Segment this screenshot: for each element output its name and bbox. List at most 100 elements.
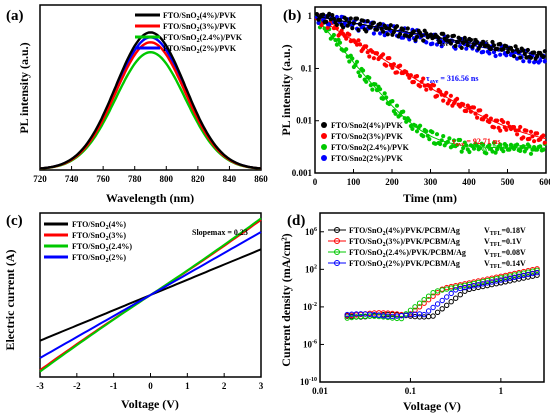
panel-b-data-point bbox=[424, 87, 429, 92]
panel-b-data-point bbox=[505, 120, 510, 125]
panel-b-data-point bbox=[384, 63, 389, 68]
panel-b-data-point bbox=[464, 46, 469, 51]
panel-b-data-point bbox=[444, 90, 449, 95]
panel-b-tau-annotation: τave = 92.71 ns bbox=[452, 137, 500, 148]
panel-b-legend-marker bbox=[321, 144, 327, 150]
panel-a-xlabel: Wavelength (nm) bbox=[106, 191, 194, 205]
panel-b-data-point bbox=[541, 147, 546, 152]
panel-b-data-point bbox=[418, 84, 423, 89]
panel-b-data-point bbox=[385, 32, 390, 37]
panel-b-data-point bbox=[501, 119, 506, 125]
panel-b-legend-marker bbox=[321, 133, 327, 139]
panel-d-xtick-label: 0.1 bbox=[405, 386, 417, 396]
panel-c-iv-line bbox=[39, 231, 262, 359]
panel-b-data-point bbox=[348, 16, 353, 21]
panel-b-data-point bbox=[451, 138, 457, 143]
panel-b-ytick-label: 0.01 bbox=[296, 116, 312, 126]
panel-b-data-point bbox=[390, 99, 395, 104]
panel-b-data-point bbox=[411, 29, 416, 34]
panel-b-data-point bbox=[464, 108, 469, 114]
panel-b-data-point bbox=[478, 108, 483, 113]
panel-b-ytick-label: 1 bbox=[308, 11, 313, 21]
panel-b-data-point bbox=[388, 23, 393, 28]
panel-b-data-point bbox=[434, 42, 440, 47]
panel-b-data-point bbox=[370, 87, 375, 92]
panel-b-data-point bbox=[422, 83, 427, 88]
panel-b-data-point bbox=[504, 44, 509, 49]
panel-a-xtick-label: 820 bbox=[191, 174, 205, 184]
panel-b-tau-annotation: τave = 316.56 ns bbox=[426, 74, 478, 85]
panel-b-data-point bbox=[427, 137, 432, 142]
panel-b-data-point bbox=[521, 48, 526, 53]
panel-b-data-point bbox=[471, 105, 477, 110]
panel-b-data-point bbox=[515, 142, 520, 147]
panel-d-data-point bbox=[421, 297, 427, 303]
panel-b-ytick-label: 0.001 bbox=[292, 168, 313, 178]
panel-d-ytick-label: 10-2 bbox=[303, 302, 317, 312]
panel-a-series-curve bbox=[39, 36, 262, 170]
panel-b-data-point bbox=[441, 134, 446, 139]
panel-b-data-point bbox=[413, 123, 418, 128]
panel-b-data-point bbox=[421, 38, 426, 43]
panel-b-data-point bbox=[374, 27, 380, 32]
panel-b-data-point bbox=[462, 35, 467, 40]
panel-b-data-point bbox=[498, 52, 503, 57]
panel-b-data-point bbox=[481, 142, 486, 147]
panel-b-xtick-label: 200 bbox=[385, 177, 399, 187]
panel-d-legend-marker bbox=[334, 260, 340, 266]
panel-b-data-point bbox=[391, 29, 396, 35]
panel-c-xtick-label: -1 bbox=[110, 381, 118, 391]
panel-c-xtick-label: 3 bbox=[259, 381, 264, 391]
panel-c-xtick-label: -2 bbox=[73, 381, 81, 391]
panel-d-data-point bbox=[430, 290, 436, 296]
panel-d-data-point bbox=[448, 290, 454, 297]
panel-b-data-point bbox=[330, 13, 335, 18]
panel-b-data-point bbox=[381, 29, 386, 34]
panel-b-data-point bbox=[515, 132, 520, 137]
panel-b-data-point bbox=[354, 16, 360, 21]
panel-b-data-point bbox=[401, 27, 406, 32]
panel-b-data-point bbox=[331, 32, 336, 38]
panel-d-legend-label: FTO/SnO2(2%)/PVK/PCBM/Ag bbox=[349, 259, 460, 270]
panel-b-data-point bbox=[542, 49, 547, 54]
panel-b-data-point bbox=[438, 141, 443, 147]
panel-a-xtick-label: 860 bbox=[254, 174, 268, 184]
panel-b-data-point bbox=[487, 51, 492, 56]
panel-c-xtick-label: 0 bbox=[148, 381, 153, 391]
panel-d-vtfl-label: VTFL=0.1V bbox=[484, 237, 522, 248]
panel-c: (c) Voltage (V) Electric current (A) -3 -… bbox=[3, 212, 264, 411]
panel-b-data-point bbox=[424, 31, 429, 36]
panel-b-data-point bbox=[407, 37, 412, 42]
panel-d-data-point bbox=[439, 306, 445, 312]
panel-a: (a) Wavelength (nm) PL intensity (a.u.) … bbox=[6, 4, 268, 205]
panel-b-data-point bbox=[341, 25, 346, 30]
panel-b-data-point bbox=[504, 127, 509, 132]
panel-d-frame bbox=[319, 212, 545, 383]
panel-b-data-point bbox=[491, 140, 497, 145]
panel-d-ylabel: Current density (mA/cm²) bbox=[279, 233, 293, 366]
panel-b-data-point bbox=[535, 131, 540, 136]
panel-b-xtick-label: 600 bbox=[539, 177, 550, 187]
panel-d-xtick-label: 0.01 bbox=[312, 386, 328, 396]
panel-b-data-point bbox=[387, 56, 392, 61]
panel-b-data-point bbox=[441, 40, 446, 45]
panel-b-data-point bbox=[367, 54, 372, 59]
panel-d-ytick-label: 102 bbox=[305, 264, 317, 274]
panel-a-xtick-label: 780 bbox=[128, 174, 142, 184]
panel-b-data-point bbox=[498, 128, 503, 133]
panel-b-xtick-label: 300 bbox=[424, 177, 438, 187]
panel-d-vtfl-label: VTFL=0.08V bbox=[484, 248, 526, 259]
panel-b-data-point bbox=[398, 63, 403, 68]
panel-d-data-point bbox=[453, 295, 459, 301]
panel-b-data-point bbox=[356, 38, 361, 43]
panel-a-label: (a) bbox=[6, 8, 24, 24]
panel-b-data-point bbox=[542, 140, 547, 145]
panel-d-data-point bbox=[448, 299, 454, 305]
panel-b-tau-annotation: τave = 340.71 ns bbox=[436, 37, 488, 48]
panel-b-data-point bbox=[521, 59, 526, 64]
panel-b-data-point bbox=[424, 40, 429, 45]
panel-b-data-point bbox=[528, 151, 534, 156]
panel-b-label: (b) bbox=[283, 8, 301, 24]
panel-b-data-point bbox=[327, 22, 332, 27]
panel-b-data-point bbox=[398, 31, 403, 37]
